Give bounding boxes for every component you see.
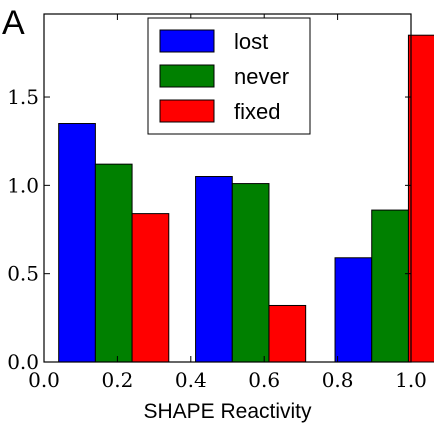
legend-label-fixed: fixed (234, 99, 280, 124)
bar-never-1 (94, 163, 133, 363)
y-tick-label: 0.5 (7, 262, 39, 286)
bar-lost-1 (58, 123, 96, 363)
y-tick-label: 1.0 (7, 173, 39, 197)
legend-swatch-lost (159, 29, 215, 53)
legend-swatch-never (159, 64, 215, 88)
bar-fixed-1 (131, 213, 170, 363)
axis-ticks: 0.0 0.2 0.4 0.6 0.8 1.0 0.0 0.5 1.0 1.5 (7, 14, 427, 392)
x-axis-label: SHAPE Reactivity (143, 400, 312, 423)
x-tick-label: 0.2 (101, 368, 133, 392)
x-tick-label: 0.4 (175, 368, 207, 392)
bar-never-3 (371, 209, 409, 363)
legend: lost never fixed (147, 17, 311, 135)
bar-fixed-3 (407, 34, 434, 363)
bar-never-2 (231, 183, 270, 363)
y-tick-label: 1.5 (7, 85, 39, 109)
legend-label-lost: lost (234, 29, 268, 54)
bar-lost-2 (195, 176, 233, 363)
x-tick-label: 0.8 (322, 368, 354, 392)
legend-label-never: never (234, 64, 289, 89)
y-tick-label: 0.0 (7, 350, 39, 374)
bars-group (58, 34, 434, 363)
x-tick-label: 0.0 (28, 368, 60, 392)
x-tick-label: 1.0 (395, 368, 427, 392)
plot-frame (43, 13, 412, 363)
bar-lost-3 (334, 257, 373, 363)
panel-label: A (2, 4, 25, 42)
x-tick-label: 0.6 (248, 368, 280, 392)
bar-fixed-2 (268, 304, 307, 363)
legend-swatch-fixed (159, 99, 215, 123)
